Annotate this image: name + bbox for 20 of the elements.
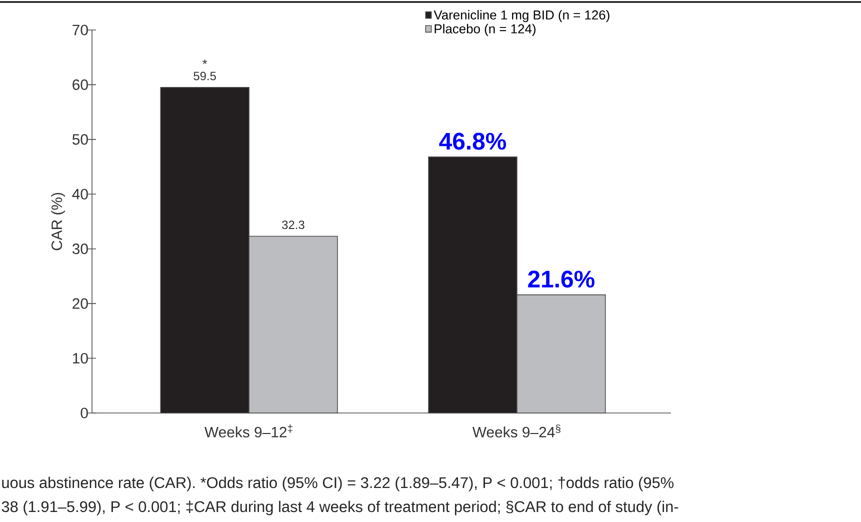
text: 38 (1.91–5.99), P < 0.001; ‡CAR during last 4 weeks of treatment period; §CAR to end of study (in- [2,500,678,516]
y-axis-title: CAR (%) [51,192,66,250]
y-tick-label: 50 [72,134,88,145]
y-tick-label: 30 [72,244,88,254]
y-tick-label: 40 [72,188,88,200]
legend-label: Placebo (n = 124) [434,24,536,36]
y-tick-label: 0 [80,408,88,418]
y-tick-label: 60 [72,79,88,90]
x-tick-label: Weeks 9–12$^{‡}$ [204,424,292,438]
annotation: * [202,59,208,64]
y-tick-label: 10 [73,352,88,364]
legend-label: Varenicline 1 mg BID (n = 126) [434,10,610,22]
data-label: 59.5 [194,72,216,80]
data-label: 21.6% [528,270,594,288]
data-label: 46.8% [439,132,506,150]
y-tick-label: 20 [72,298,88,309]
text: uous abstinence rate (CAR). *Odds ratio (95% CI) = 3.22 (1.89–5.47), P < 0.001; †odds ratio (95% [2,476,674,492]
x-tick-label: Weeks 9–24$^{§}$ [472,424,560,438]
data-label: 32.3 [282,220,304,230]
y-tick-label: 70 [72,24,88,36]
